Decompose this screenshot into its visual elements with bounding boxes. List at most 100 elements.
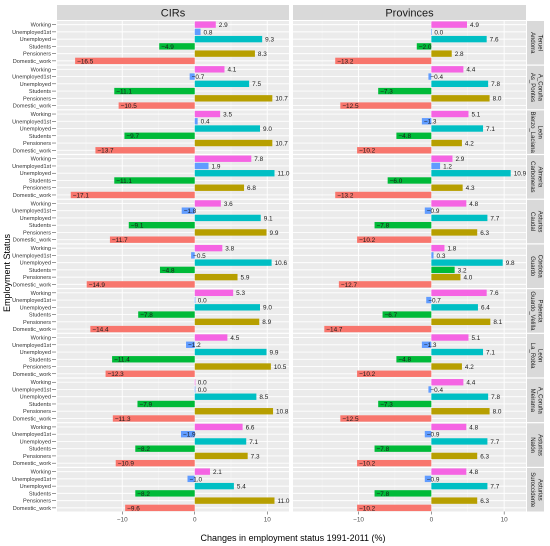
facet-strip (527, 65, 544, 110)
data-label: 3.5 (223, 111, 232, 118)
bar (431, 35, 487, 43)
bar (194, 155, 252, 162)
facet-strip-label: Guardo_Velilla (529, 291, 535, 331)
y-tick-label: Unemployed (20, 350, 51, 356)
data-label: −0.9 (427, 208, 440, 215)
facet-strip-label: León (536, 125, 542, 138)
bar (194, 214, 261, 222)
data-label: 2.1 (213, 469, 222, 476)
data-label: 7.1 (486, 126, 495, 133)
bar (194, 408, 274, 415)
facet-strip-label: Asturias (536, 211, 542, 233)
y-tick-label: Unemployed (20, 439, 51, 445)
panel-bg (293, 155, 526, 199)
panel-bg (57, 155, 289, 199)
bar (431, 95, 490, 102)
y-tick-label: Domestic_work (13, 327, 51, 333)
y-tick-label: Working (31, 380, 51, 386)
data-label: 7.8 (491, 81, 500, 88)
facet-strip (527, 244, 544, 288)
data-label: 4.3 (466, 185, 475, 192)
bar (431, 318, 491, 326)
y-tick-label: Students (29, 313, 51, 319)
data-label: −8.2 (137, 446, 150, 453)
bar (194, 438, 247, 445)
bar (431, 423, 467, 431)
bar (109, 236, 195, 243)
bar (431, 155, 453, 162)
bar (128, 221, 195, 229)
y-tick-label: Working (31, 470, 51, 476)
y-tick-label: Working (31, 201, 51, 207)
data-label: 8.3 (258, 51, 267, 58)
data-label: 10.5 (274, 364, 287, 371)
bar (431, 482, 488, 490)
bar (431, 184, 463, 191)
data-label: 0.0 (198, 297, 207, 304)
bar (431, 21, 468, 28)
bar (194, 363, 271, 370)
data-label: 4.4 (466, 380, 475, 387)
data-label: −7.3 (380, 401, 393, 408)
bar (194, 28, 201, 36)
panel-bg (293, 468, 526, 512)
data-label: −14.4 (92, 326, 109, 333)
y-tick-label: Domestic_work (13, 461, 51, 467)
data-label: 6.3 (480, 230, 489, 237)
data-label: 6.4 (481, 305, 490, 312)
bar (431, 110, 469, 118)
bar (431, 125, 484, 132)
bar (194, 200, 221, 207)
bar (431, 200, 467, 207)
bar (194, 184, 245, 191)
data-label: 4.9 (470, 22, 479, 29)
facet-strip-label: A_Coruña (536, 74, 542, 102)
data-label: 10.7 (275, 96, 288, 103)
data-label: −11.4 (114, 357, 130, 364)
data-label: 4.8 (469, 469, 478, 476)
bar (194, 334, 228, 341)
bar (431, 273, 461, 281)
data-label: 9.8 (506, 260, 515, 267)
y-tick-label: Domestic_work (13, 59, 51, 65)
y-tick-label: Students (29, 402, 51, 408)
bar (424, 207, 432, 214)
bar (194, 318, 260, 326)
bar (194, 273, 238, 281)
y-tick-label: Unemployed (20, 37, 51, 43)
data-label: 7.7 (490, 439, 499, 446)
data-label: −11.1 (116, 88, 132, 95)
facet-strip-label: Córdoba (536, 255, 542, 279)
data-label: −13.2 (337, 58, 354, 65)
facet-strip-label: Carboneras (529, 161, 535, 192)
data-label: −0.4 (430, 74, 443, 81)
data-label: 4.8 (469, 201, 478, 208)
bar (194, 393, 257, 400)
bar (194, 452, 248, 460)
y-tick-label: Unemployed1st (12, 387, 51, 393)
bar (194, 423, 243, 431)
y-tick-label: Unemployed (20, 305, 51, 311)
bar (431, 497, 478, 504)
bar (194, 468, 210, 475)
data-label: 0.0 (434, 29, 443, 36)
y-tick-label: Unemployed (20, 216, 51, 222)
panel-bg (57, 468, 289, 512)
bar (180, 430, 195, 438)
data-label: 1.9 (212, 163, 221, 170)
bar (114, 177, 195, 184)
y-tick-label: Unemployed1st (12, 209, 51, 215)
bar (431, 363, 462, 370)
data-label: 8.0 (493, 409, 502, 416)
data-label: 7.5 (252, 81, 261, 88)
y-tick-label: Pensioners (23, 499, 51, 505)
data-label: 8.0 (493, 96, 502, 103)
data-label: −11.1 (116, 178, 132, 185)
bar (125, 504, 195, 512)
bar (357, 459, 432, 467)
bar (189, 73, 195, 80)
bar (135, 445, 195, 452)
facet-strip-label: Palencia (536, 299, 542, 323)
data-label: −6.7 (385, 312, 398, 319)
data-label: −1.8 (184, 208, 197, 215)
